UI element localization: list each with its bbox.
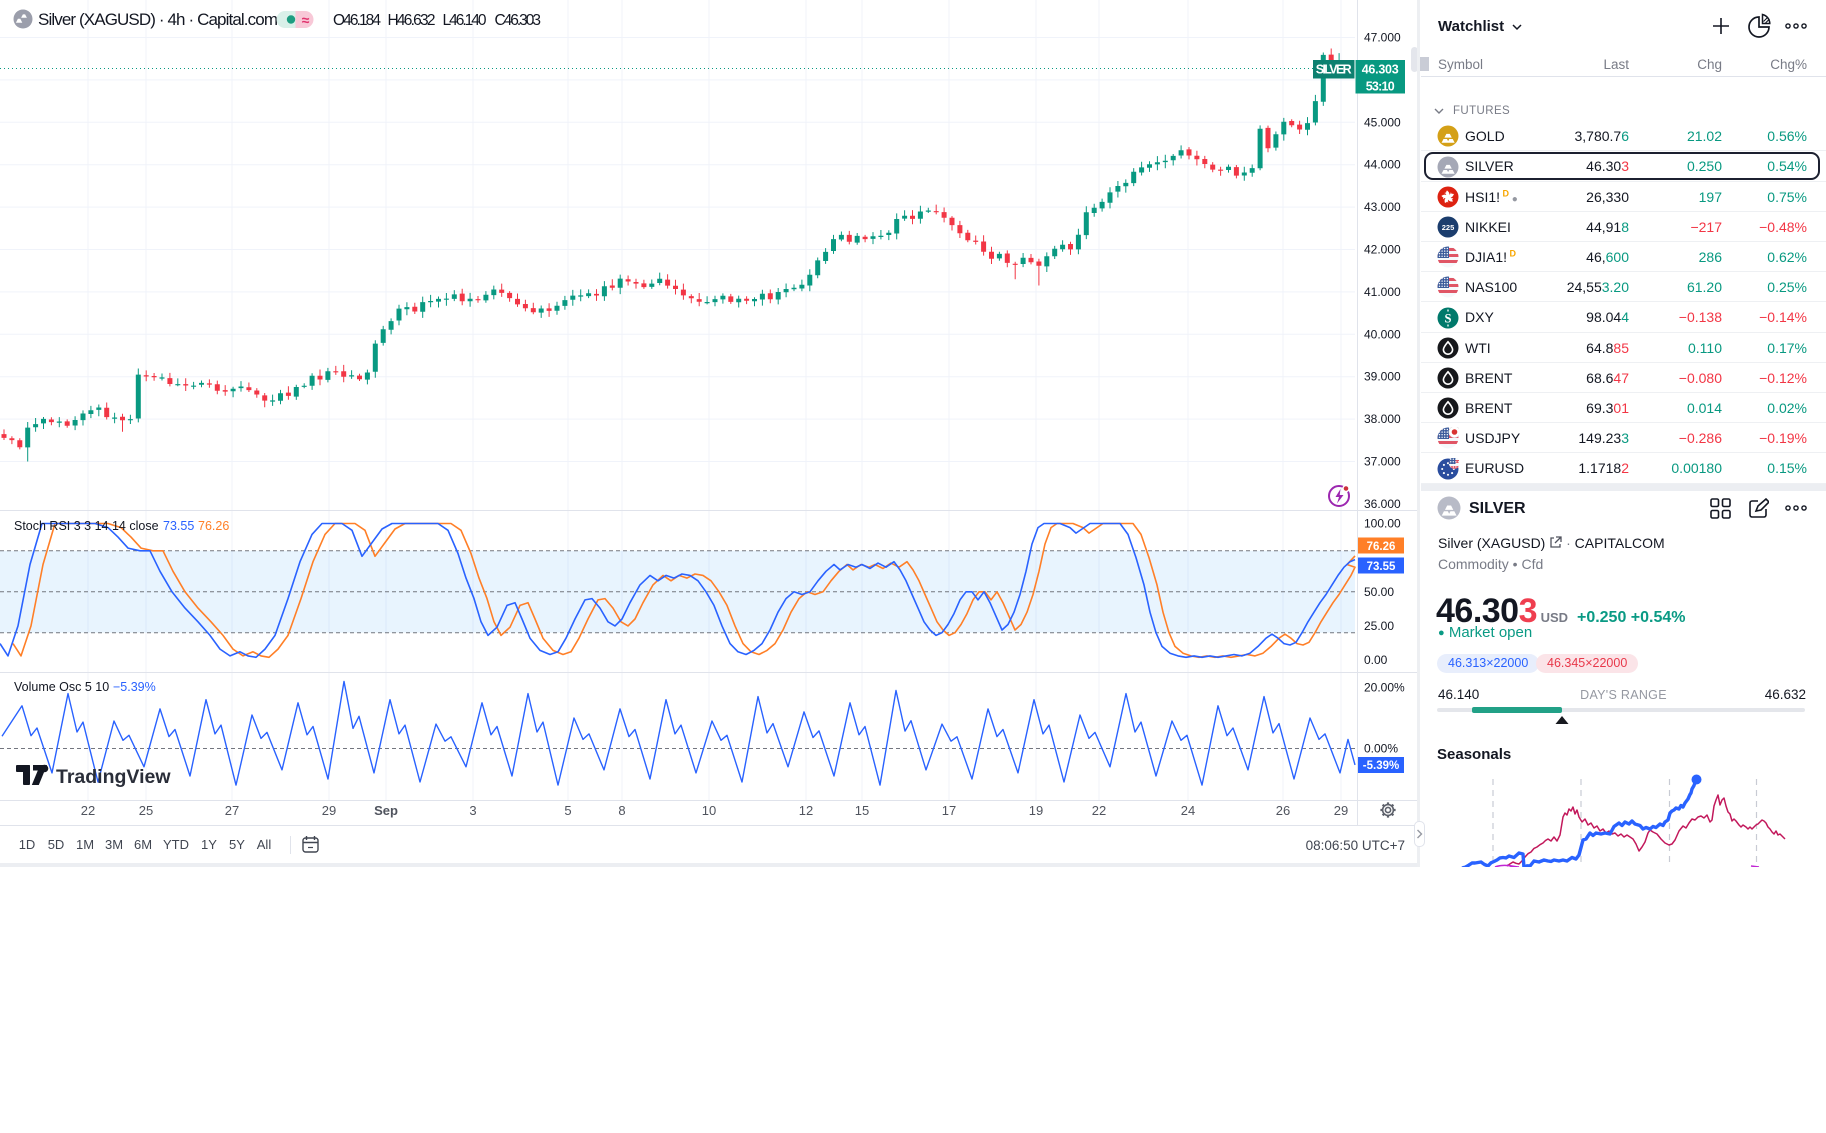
svg-text:73.55: 73.55	[1367, 561, 1396, 573]
svg-text:38.000: 38.000	[1364, 412, 1401, 426]
svg-text:29: 29	[1334, 803, 1348, 818]
svg-text:6M: 6M	[134, 837, 152, 852]
svg-text:L46.140: L46.140	[443, 12, 487, 29]
svg-text:39.000: 39.000	[1364, 370, 1401, 384]
svg-text:46.303: 46.303	[1362, 63, 1399, 77]
svg-text:-5.39%: -5.39%	[1363, 760, 1399, 772]
svg-text:All: All	[257, 837, 272, 852]
svg-text:5Y: 5Y	[229, 837, 245, 852]
svg-text:8: 8	[618, 803, 625, 818]
svg-text:Silver (XAGUSD) · 4h · Capital: Silver (XAGUSD) · 4h · Capital.com	[38, 10, 278, 29]
svg-text:100.00: 100.00	[1364, 517, 1401, 531]
svg-text:76.26: 76.26	[198, 519, 229, 533]
svg-text:37.000: 37.000	[1364, 455, 1401, 469]
svg-text:43.000: 43.000	[1364, 200, 1401, 214]
svg-text:10: 10	[702, 803, 716, 818]
svg-text:3M: 3M	[105, 837, 123, 852]
svg-text:SILVER: SILVER	[1316, 63, 1352, 77]
svg-text:TradingView: TradingView	[56, 766, 171, 788]
svg-text:−5.39%: −5.39%	[113, 680, 156, 694]
svg-text:H46.632: H46.632	[388, 12, 436, 29]
svg-text:24: 24	[1181, 803, 1195, 818]
svg-text:1M: 1M	[76, 837, 94, 852]
svg-text:5: 5	[564, 803, 571, 818]
svg-text:225: 225	[1442, 223, 1455, 232]
svg-text:12: 12	[799, 803, 813, 818]
svg-text:22: 22	[1092, 803, 1106, 818]
svg-text:Stoch RSI 3 3 14 14 close: Stoch RSI 3 3 14 14 close	[14, 519, 159, 533]
svg-text:53:10: 53:10	[1366, 80, 1395, 94]
svg-text:19: 19	[1029, 803, 1043, 818]
svg-text:22: 22	[81, 803, 95, 818]
svg-text:08:06:50 UTC+7: 08:06:50 UTC+7	[1306, 838, 1405, 853]
svg-text:1D: 1D	[19, 837, 36, 852]
svg-text:47.000: 47.000	[1364, 31, 1401, 45]
svg-text:45.000: 45.000	[1364, 115, 1401, 129]
svg-text:S: S	[1445, 311, 1452, 325]
svg-text:O46.184: O46.184	[333, 12, 381, 29]
svg-text:≈: ≈	[302, 12, 310, 28]
svg-text:1Y: 1Y	[201, 837, 217, 852]
svg-text:42.000: 42.000	[1364, 243, 1401, 257]
svg-text:3: 3	[469, 803, 476, 818]
svg-text:20.00%: 20.00%	[1364, 681, 1405, 695]
svg-text:40.000: 40.000	[1364, 327, 1401, 341]
svg-text:17: 17	[942, 803, 956, 818]
svg-text:73.55: 73.55	[163, 519, 194, 533]
svg-text:15: 15	[855, 803, 869, 818]
svg-text:0.00: 0.00	[1364, 653, 1388, 667]
svg-text:36.000: 36.000	[1364, 497, 1401, 511]
svg-text:YTD: YTD	[163, 837, 189, 852]
svg-text:44.000: 44.000	[1364, 158, 1401, 172]
svg-text:41.000: 41.000	[1364, 285, 1401, 299]
svg-text:C46.303: C46.303	[495, 12, 542, 29]
svg-text:26: 26	[1276, 803, 1290, 818]
svg-text:0.00%: 0.00%	[1364, 742, 1398, 756]
svg-text:5D: 5D	[48, 837, 65, 852]
svg-text:25.00: 25.00	[1364, 619, 1394, 633]
svg-text:25: 25	[139, 803, 153, 818]
svg-text:76.26: 76.26	[1367, 541, 1396, 553]
svg-text:29: 29	[322, 803, 336, 818]
svg-text:50.00: 50.00	[1364, 585, 1394, 599]
svg-text:Volume Osc 5 10: Volume Osc 5 10	[14, 680, 109, 694]
svg-text:27: 27	[225, 803, 239, 818]
svg-text:Sep: Sep	[374, 803, 398, 818]
